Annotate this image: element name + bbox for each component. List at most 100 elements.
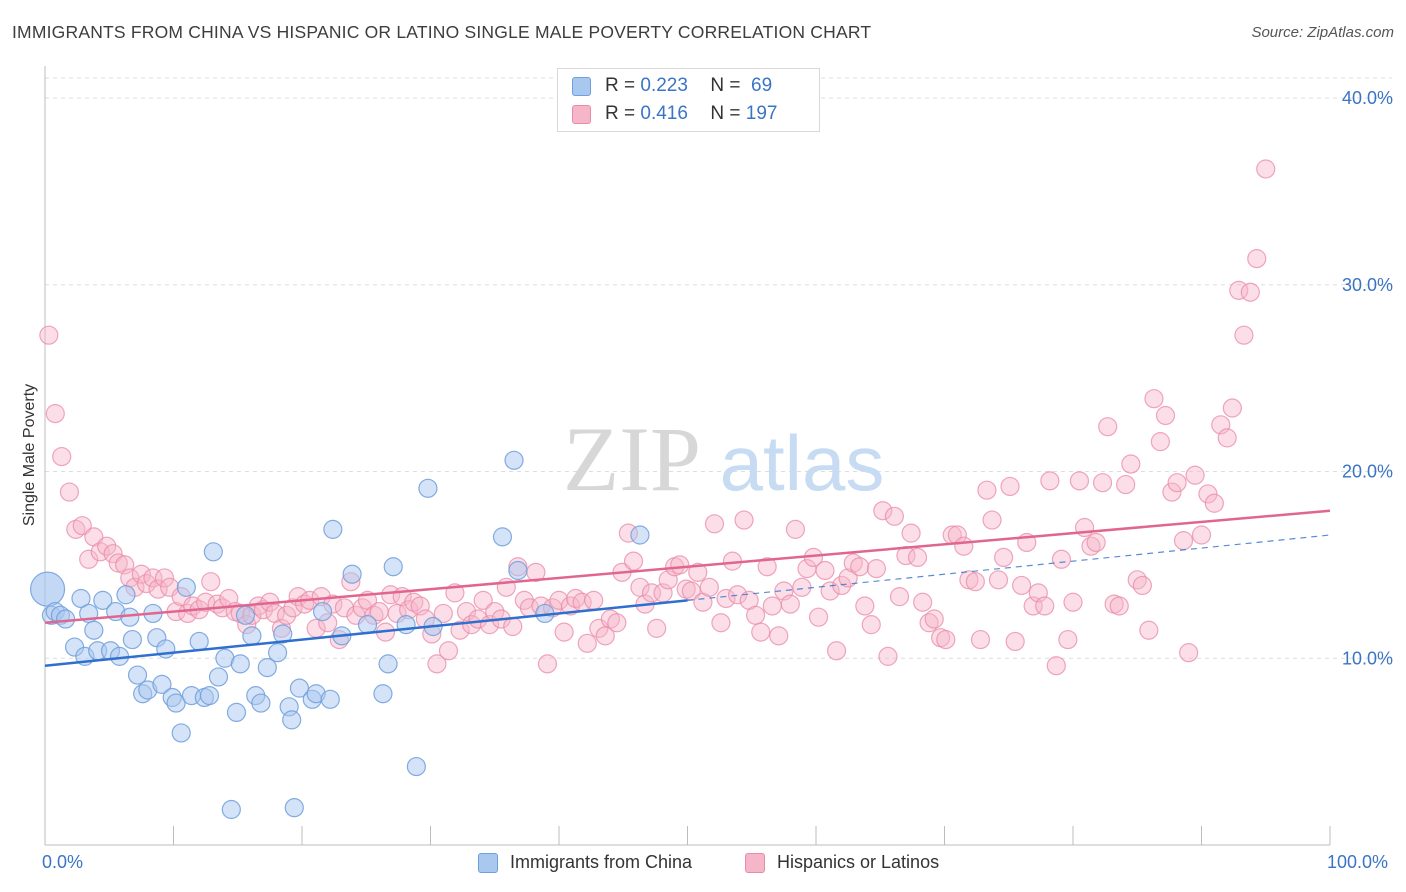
- china-point: [378, 654, 398, 674]
- legend-r-value: 0.223: [640, 75, 688, 96]
- hispanics-trend-line: [44, 509, 1331, 625]
- legend-n-key: N =: [710, 103, 746, 124]
- china-point: [396, 615, 416, 635]
- x-tick-label-min: 0.0%: [42, 852, 84, 872]
- bottom-legend-swatch-hispanics: [745, 852, 765, 873]
- hispanics-point: [549, 590, 569, 610]
- hispanics-point: [131, 564, 151, 584]
- hispanics-point: [826, 641, 847, 661]
- hispanics-point: [1098, 417, 1118, 437]
- hispanics-point: [808, 607, 829, 627]
- hispanics-point: [1069, 471, 1090, 491]
- china-point: [189, 631, 209, 652]
- hispanics-point: [584, 590, 604, 610]
- china-point: [235, 605, 256, 625]
- hispanics-point: [647, 618, 667, 638]
- hispanics-point: [59, 482, 80, 502]
- hispanics-point: [936, 629, 956, 650]
- hispanics-point: [1234, 325, 1254, 345]
- china-point: [71, 588, 91, 609]
- hispanics-point: [757, 557, 777, 577]
- watermark: ZIP atlas: [563, 408, 884, 510]
- hispanics-point: [1247, 249, 1267, 269]
- hispanics-point: [884, 506, 904, 526]
- hispanics-point: [1179, 643, 1199, 663]
- hispanics-point: [769, 626, 789, 646]
- hispanics-point: [1198, 484, 1218, 504]
- hispanics-point: [607, 613, 627, 633]
- hispanics-point: [1217, 428, 1237, 448]
- china-point: [273, 624, 293, 644]
- y-tick-label: 20.0%: [1342, 462, 1393, 482]
- china-point: [203, 542, 223, 562]
- hispanics-point: [1139, 620, 1159, 640]
- hispanics-point: [670, 555, 690, 575]
- hispanics-point: [1144, 389, 1164, 409]
- bottom-legend-label-hispanics: Hispanics or Latinos: [777, 852, 940, 872]
- hispanics-point: [52, 446, 72, 467]
- hispanics-point: [815, 560, 835, 581]
- hispanics-point: [785, 519, 806, 539]
- china-point: [199, 686, 220, 706]
- hispanics-point: [97, 536, 117, 556]
- axes: [44, 66, 1331, 846]
- china-points: [29, 450, 650, 820]
- bottom-legend-label-china: Immigrants from China: [510, 852, 693, 872]
- hispanics-point: [913, 592, 933, 612]
- hispanics-point: [1127, 570, 1147, 590]
- hispanics-point: [751, 622, 771, 642]
- china-point: [93, 590, 113, 610]
- china-point: [122, 629, 142, 650]
- hispanics-point: [1167, 473, 1187, 493]
- china-point: [320, 689, 340, 709]
- trend-lines: [44, 509, 1331, 667]
- china-point: [630, 525, 650, 545]
- hispanics-point: [103, 544, 123, 564]
- hispanics-point: [1000, 476, 1020, 497]
- legend-r-key: R =: [605, 103, 641, 124]
- hispanics-point: [954, 536, 974, 556]
- china-point: [282, 710, 302, 730]
- hispanics-point: [276, 605, 297, 625]
- hispanics-point: [45, 404, 65, 424]
- hispanics-point: [838, 568, 858, 588]
- hispanics-point: [1035, 596, 1055, 616]
- hispanics-point: [688, 562, 708, 582]
- china-point: [406, 756, 426, 777]
- y-tick-label: 10.0%: [1342, 648, 1393, 668]
- china-point: [242, 626, 262, 646]
- bottom-legend-hispanics: Hispanics or Latinos: [745, 852, 939, 873]
- china-point: [504, 450, 524, 470]
- hispanics-point: [1121, 454, 1141, 474]
- hispanics-point: [1109, 596, 1129, 616]
- legend-row-china: R = 0.223 N = 69: [572, 73, 772, 99]
- hispanics-point: [889, 587, 910, 607]
- hispanics-point: [924, 609, 944, 629]
- hispanics-point: [537, 654, 558, 674]
- hispanics-point: [734, 510, 754, 530]
- hispanics-point: [1092, 473, 1113, 493]
- hispanics-point: [977, 480, 997, 500]
- hispanics-point: [866, 559, 886, 579]
- hispanics-point: [72, 516, 92, 536]
- y-tick-labels: 10.0% 20.0% 30.0% 40.0%: [1342, 88, 1393, 668]
- legend-swatch-hispanics: [572, 104, 591, 124]
- china-point: [127, 665, 148, 685]
- hispanics-point: [762, 596, 782, 616]
- hispanics-point: [1173, 531, 1194, 551]
- china-point: [29, 571, 66, 607]
- hispanics-point: [450, 620, 470, 640]
- hispanics-point: [716, 588, 736, 609]
- hispanics-point: [623, 551, 644, 571]
- y-tick-label: 30.0%: [1342, 275, 1393, 295]
- hispanics-point: [1132, 575, 1152, 596]
- hispanics-point: [699, 577, 719, 597]
- china-point: [116, 585, 136, 605]
- source-label: Source: ZipAtlas.com: [1251, 24, 1394, 41]
- hispanics-point: [154, 568, 175, 588]
- x-tick-label-max: 100.0%: [1327, 852, 1389, 872]
- hispanics-point: [577, 633, 597, 653]
- hispanics-point: [792, 577, 812, 597]
- legend-row-hispanics: R = 0.416 N = 197: [572, 101, 777, 127]
